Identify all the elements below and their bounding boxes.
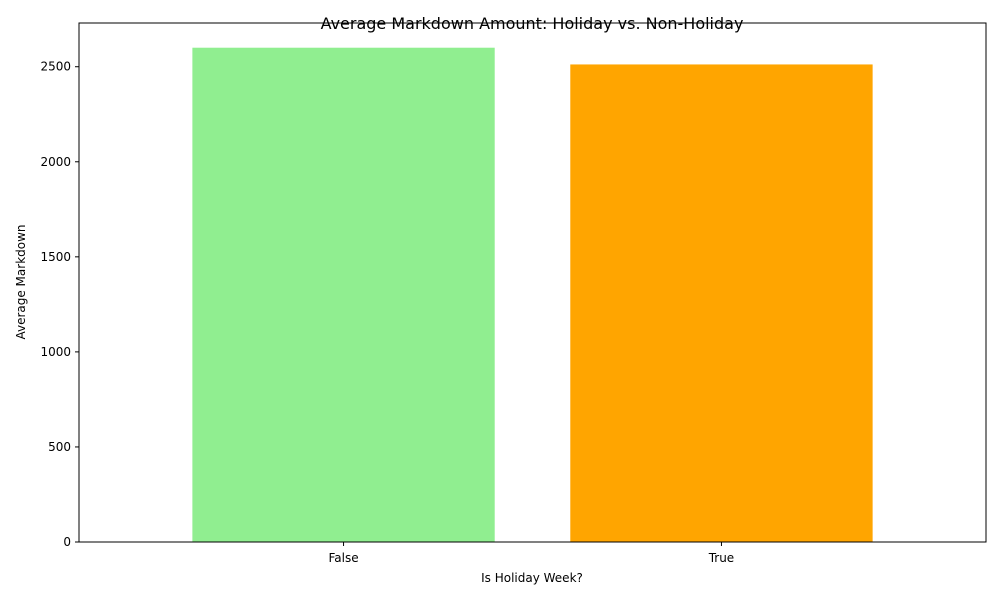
x-tick-label-true: True bbox=[708, 551, 735, 565]
y-axis-label: Average Markdown bbox=[14, 224, 28, 339]
y-tick-label: 2000 bbox=[40, 155, 71, 169]
y-tick-label: 1000 bbox=[40, 345, 71, 359]
x-axis: False True bbox=[328, 542, 734, 565]
y-tick-label: 1500 bbox=[40, 250, 71, 264]
bar-false bbox=[192, 47, 495, 542]
x-axis-label: Is Holiday Week? bbox=[481, 571, 583, 585]
y-tick-label: 2500 bbox=[40, 60, 71, 74]
y-tick-label: 500 bbox=[48, 440, 71, 454]
bars-group bbox=[192, 47, 873, 542]
bar-true bbox=[570, 64, 873, 542]
y-tick-label: 0 bbox=[63, 535, 71, 549]
x-tick-label-false: False bbox=[328, 551, 358, 565]
y-axis: 0 500 1000 1500 2000 2500 bbox=[40, 60, 79, 549]
plot-frame bbox=[78, 22, 987, 543]
